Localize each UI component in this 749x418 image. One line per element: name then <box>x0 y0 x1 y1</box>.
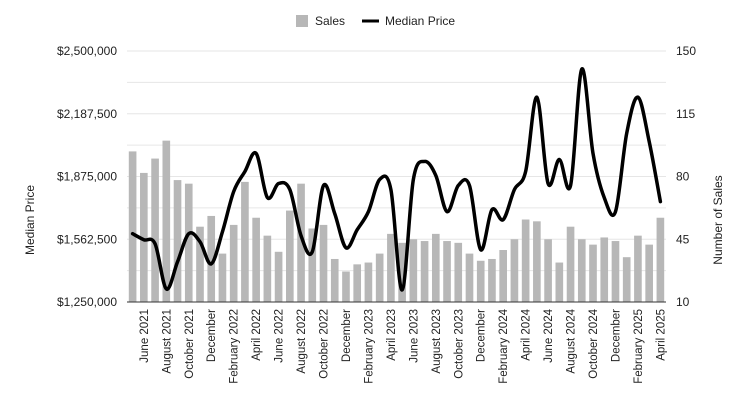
sales-bar <box>499 250 507 302</box>
sales-bar <box>600 237 609 302</box>
x-tick-label: February 2023 <box>363 309 375 384</box>
y-right-tick-label: 115 <box>676 107 695 121</box>
legend-median-price-label: Median Price <box>385 14 455 28</box>
sales-bar <box>151 158 159 302</box>
sales-bar <box>308 228 317 302</box>
sales-bar <box>521 219 530 302</box>
sales-bar <box>342 271 350 302</box>
y-right-tick-label: 150 <box>676 44 696 58</box>
sales-bar <box>611 241 620 302</box>
sales-bar <box>656 217 665 302</box>
y-right-axis-title: Number of Sales <box>711 175 725 264</box>
sales-bar <box>398 242 406 302</box>
x-tick-label: April 2022 <box>251 309 263 361</box>
x-tick-label: April 2025 <box>655 309 667 361</box>
y-left-tick-label: $1,875,000 <box>57 170 117 184</box>
sales-bar <box>409 239 418 302</box>
x-tick-label: April 2024 <box>521 308 533 360</box>
x-tick-label: December <box>610 309 622 362</box>
legend-sales-label: Sales <box>315 14 345 28</box>
sales-bar <box>207 215 216 302</box>
sales-bar <box>173 180 182 302</box>
sales-bar <box>162 140 171 302</box>
sales-bar <box>330 258 339 302</box>
sales-bar <box>645 244 653 302</box>
x-tick-label: February 2024 <box>498 308 510 383</box>
x-tick-label: October 2024 <box>588 308 600 378</box>
sales-bar <box>387 233 395 302</box>
sales-bar <box>510 239 519 302</box>
sales-bar <box>589 244 597 302</box>
sales-bar <box>274 251 283 302</box>
y-left-tick-label: $2,500,000 <box>57 44 117 58</box>
x-tick-label: October 2022 <box>319 309 331 379</box>
sales-bar <box>353 264 362 302</box>
sales-bar <box>252 217 260 302</box>
sales-bar <box>229 224 238 302</box>
sales-bar <box>465 253 474 302</box>
sales-bar <box>544 239 552 302</box>
axes: $2,500,000 $2,187,500 $1,875,000 $1,562,500… <box>57 44 696 384</box>
x-tick-label: October 2021 <box>184 309 196 379</box>
sales-bar <box>196 226 204 302</box>
sales-bar <box>431 233 440 302</box>
sales-bar <box>241 181 249 302</box>
sales-bar <box>454 242 463 302</box>
sales-bar <box>218 253 227 302</box>
sales-bar <box>319 224 328 302</box>
x-tick-label: February 2022 <box>229 309 241 384</box>
sales-bar <box>533 221 541 302</box>
sales-bar <box>577 239 586 302</box>
sales-bar <box>375 253 384 302</box>
sales-bar <box>364 262 373 302</box>
sales-bar <box>555 262 564 302</box>
y-right-tick-label: 10 <box>676 295 690 309</box>
median-price-line <box>130 67 663 292</box>
x-tick-label: June 2022 <box>274 309 286 363</box>
x-tick-label: October 2023 <box>453 309 465 379</box>
y-left-tick-label: $1,250,000 <box>57 295 117 309</box>
x-tick-label: December <box>476 309 488 362</box>
x-tick-label: August 2023 <box>431 309 443 374</box>
sales-bar <box>420 241 429 302</box>
x-tick-label: June 2023 <box>408 309 420 363</box>
x-tick-label: December <box>206 309 218 362</box>
legend-sales-swatch <box>296 15 308 27</box>
sales-bar <box>476 260 485 302</box>
x-tick-label: April 2023 <box>386 309 398 361</box>
x-tick-label: June 2024 <box>543 308 555 362</box>
y-right-tick-label: 45 <box>676 232 690 246</box>
x-tick-label: February 2025 <box>633 309 645 384</box>
sales-bar <box>634 235 642 302</box>
x-tick-label: August 2021 <box>161 309 173 374</box>
sales-bar <box>263 235 272 302</box>
x-tick-label: December <box>341 309 353 362</box>
sales-bars <box>128 140 665 302</box>
x-tick-label: August 2024 <box>566 308 578 373</box>
x-tick-label: June 2021 <box>139 309 151 363</box>
sales-bar <box>286 210 294 302</box>
sales-bar <box>566 226 575 302</box>
sales-bar <box>622 257 631 302</box>
sales-bar <box>184 183 193 302</box>
sales-bar <box>140 172 148 302</box>
sales-bar <box>443 241 451 302</box>
y-left-tick-label: $2,187,500 <box>57 107 117 121</box>
y-left-axis-title: Median Price <box>23 185 37 255</box>
sales-bar <box>488 258 496 302</box>
sales-bar <box>128 151 137 302</box>
x-tick-label: August 2022 <box>296 309 308 374</box>
median-price-path <box>130 67 663 292</box>
y-left-tick-label: $1,562,500 <box>57 232 117 246</box>
y-right-tick-label: 80 <box>676 170 690 184</box>
legend: Sales Median Price <box>296 14 455 28</box>
sales-bar <box>297 183 305 302</box>
